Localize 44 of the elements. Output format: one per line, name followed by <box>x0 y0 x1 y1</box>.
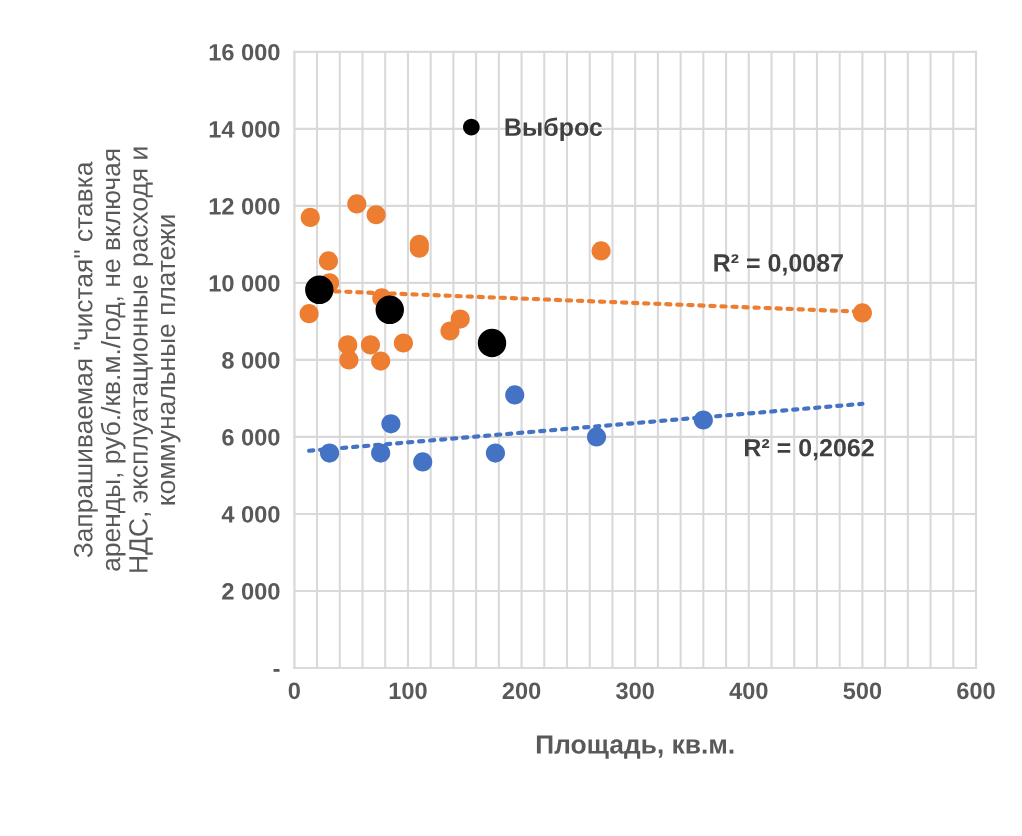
point <box>450 309 470 329</box>
point <box>305 275 334 305</box>
point <box>300 207 320 227</box>
point <box>318 251 338 271</box>
y-tick-label: - <box>273 668 280 672</box>
y-tick-label: 6 000 <box>222 428 280 446</box>
y-tick-label: 8 000 <box>222 351 280 369</box>
y-tick-label: 14 000 <box>209 120 280 138</box>
point <box>371 351 391 371</box>
x-tick-label: 400 <box>729 682 768 700</box>
point <box>393 333 413 353</box>
point <box>366 205 386 225</box>
point <box>381 414 401 434</box>
point <box>693 410 713 430</box>
y-axis-title: Запрашиваемая "чистая" ставка аренды, руб./кв.м./год, не включая НДС, эксплуатационные расходя и коммунальные платежи <box>73 147 181 572</box>
point <box>375 295 404 325</box>
point <box>347 194 367 214</box>
point <box>586 427 607 447</box>
point <box>339 350 359 370</box>
point <box>360 335 381 355</box>
annotation: R² = 0,0087 <box>714 254 843 276</box>
x-tick-label: 100 <box>389 682 427 700</box>
x-tick-label: 300 <box>616 682 654 700</box>
point <box>319 443 340 463</box>
x-tick-label: 0 <box>288 682 300 700</box>
point <box>852 303 872 323</box>
point <box>505 385 525 405</box>
legend-label: Выброс <box>505 117 603 141</box>
y-tick-label: 4 000 <box>221 506 280 523</box>
point <box>477 328 507 358</box>
y-tick-label: 16 000 <box>209 43 280 61</box>
x-axis-title: Площадь, кв.м. <box>536 735 734 759</box>
point <box>371 443 391 463</box>
x-tick-label: 600 <box>957 682 995 700</box>
point <box>299 304 319 324</box>
annotation: R² = 0,2062 <box>745 438 874 461</box>
point <box>485 443 505 463</box>
y-tick-label: 2 000 <box>222 583 280 600</box>
y-tick-label: 10 000 <box>209 274 280 292</box>
point <box>413 452 433 472</box>
y-tick-label: 12 000 <box>209 197 280 215</box>
x-tick-label: 500 <box>843 682 882 700</box>
point <box>591 241 611 261</box>
x-tick-label: 200 <box>502 682 541 700</box>
